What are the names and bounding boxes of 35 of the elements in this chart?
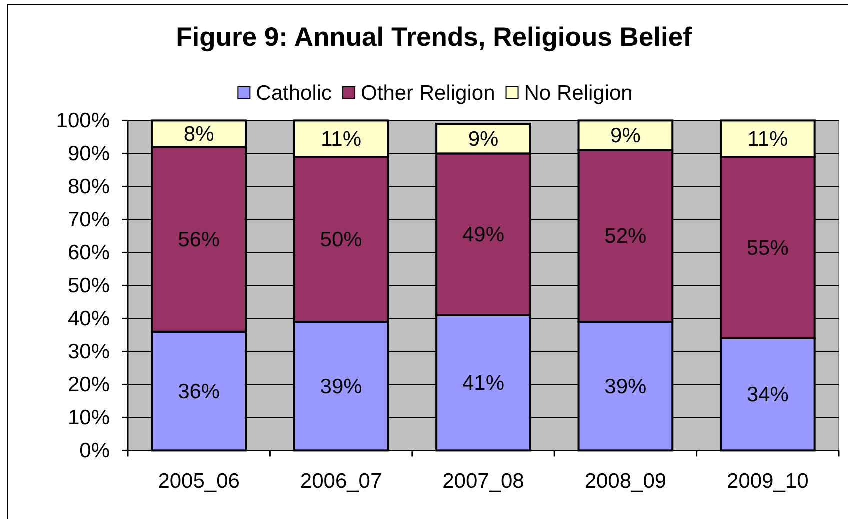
data-label: 11% <box>748 127 788 150</box>
x-tick-label: 2008_09 <box>584 470 667 492</box>
chart-title: Figure 9: Annual Trends, Religious Belief <box>176 22 692 52</box>
x-tick-label: 2005_06 <box>158 470 240 492</box>
data-label: 56% <box>178 228 220 251</box>
data-label: 34% <box>746 383 789 406</box>
x-tick-label: 2007_08 <box>442 470 524 492</box>
y-tick-label: 60% <box>68 241 110 264</box>
data-label: 55% <box>746 236 789 260</box>
data-label: 9% <box>610 124 641 148</box>
x-tick-label: 2009_10 <box>727 470 809 492</box>
data-label: 52% <box>604 224 647 248</box>
x-tick-label: 2006_07 <box>300 470 382 492</box>
legend-label: Catholic <box>256 82 332 104</box>
data-label: 8% <box>184 122 214 146</box>
legend-label: Other Religion <box>361 82 496 104</box>
data-label: 11% <box>321 127 362 150</box>
y-tick-label: 40% <box>68 307 110 330</box>
y-tick-label: 10% <box>68 406 110 430</box>
data-label: 41% <box>462 372 505 395</box>
y-tick-label: 20% <box>68 373 110 396</box>
data-label: 39% <box>320 374 362 398</box>
y-tick-label: 0% <box>80 439 110 462</box>
data-label: 36% <box>178 380 220 403</box>
y-tick-label: 90% <box>68 142 110 166</box>
y-tick-label: 30% <box>68 340 110 364</box>
data-label: 39% <box>604 374 647 398</box>
y-tick-label: 70% <box>68 208 110 232</box>
y-tick-label: 50% <box>68 274 110 298</box>
legend-label: No Religion <box>524 82 633 104</box>
data-label: 9% <box>468 127 499 150</box>
data-label: 50% <box>320 228 362 251</box>
y-tick-label: 80% <box>68 175 110 198</box>
data-label: 49% <box>462 223 505 246</box>
y-tick-label: 100% <box>56 109 110 132</box>
